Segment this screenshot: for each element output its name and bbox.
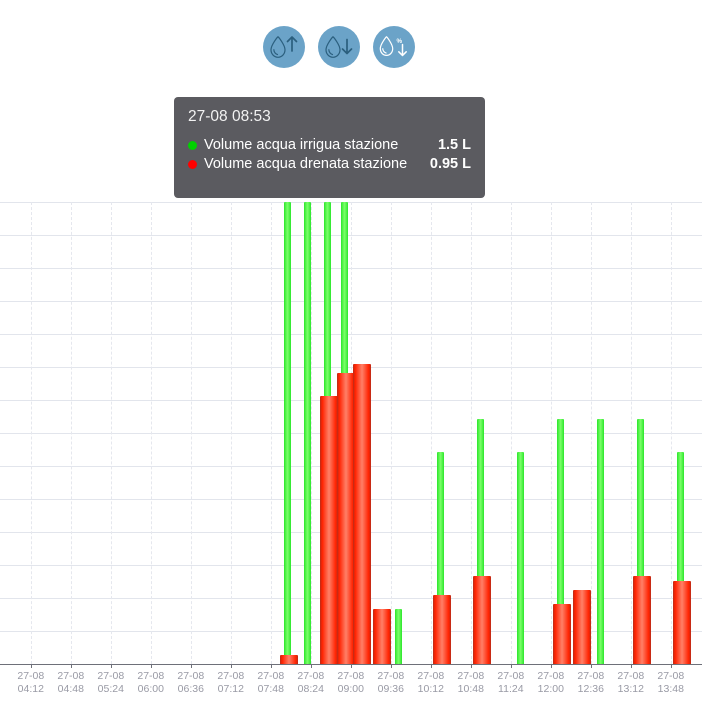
svg-text:%: %: [397, 38, 403, 45]
